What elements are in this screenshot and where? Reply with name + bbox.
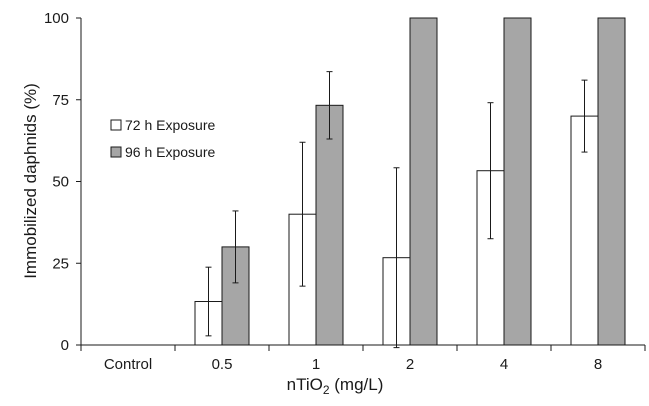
x-tick-label: 1 xyxy=(312,356,320,373)
axes xyxy=(80,18,645,346)
legend: 72 h Exposure 96 h Exposure xyxy=(110,117,215,160)
y-tick-label: 50 xyxy=(52,174,69,191)
x-axis-title: nTiO2 (mg/L) xyxy=(287,375,384,397)
y-tick-label: 75 xyxy=(52,92,69,109)
y-ticks: 0 25 50 75 100 xyxy=(44,10,81,354)
x-axis-title-main: nTiO xyxy=(287,375,323,394)
x-tick-label: Control xyxy=(104,356,152,373)
plot-area xyxy=(194,17,626,349)
x-axis-title-subscript: 2 xyxy=(323,383,330,397)
bar-96h-2 xyxy=(409,17,438,346)
y-axis-title: Immobilized daphnids (%) xyxy=(21,83,40,279)
bar-96h-1 xyxy=(315,104,344,346)
x-tick-label: 2 xyxy=(406,356,414,373)
bar-96h-8 xyxy=(597,17,626,346)
x-tick-label: 8 xyxy=(594,356,602,373)
y-tick-label: 100 xyxy=(44,10,69,27)
x-ticks: Control 0.5 1 2 4 8 xyxy=(80,345,646,373)
x-tick-label: 4 xyxy=(500,356,508,373)
legend-swatch-96h xyxy=(110,146,122,158)
y-tick-label: 0 xyxy=(61,337,69,354)
x-axis-title-unit: (mg/L) xyxy=(330,375,384,394)
legend-label-96h: 96 h Exposure xyxy=(125,144,215,160)
y-tick-label: 25 xyxy=(52,255,69,272)
legend-swatch-72h xyxy=(110,119,122,131)
x-tick-label: 0.5 xyxy=(212,356,233,373)
legend-label-72h: 72 h Exposure xyxy=(125,117,215,133)
bar-96h-4 xyxy=(503,17,532,346)
